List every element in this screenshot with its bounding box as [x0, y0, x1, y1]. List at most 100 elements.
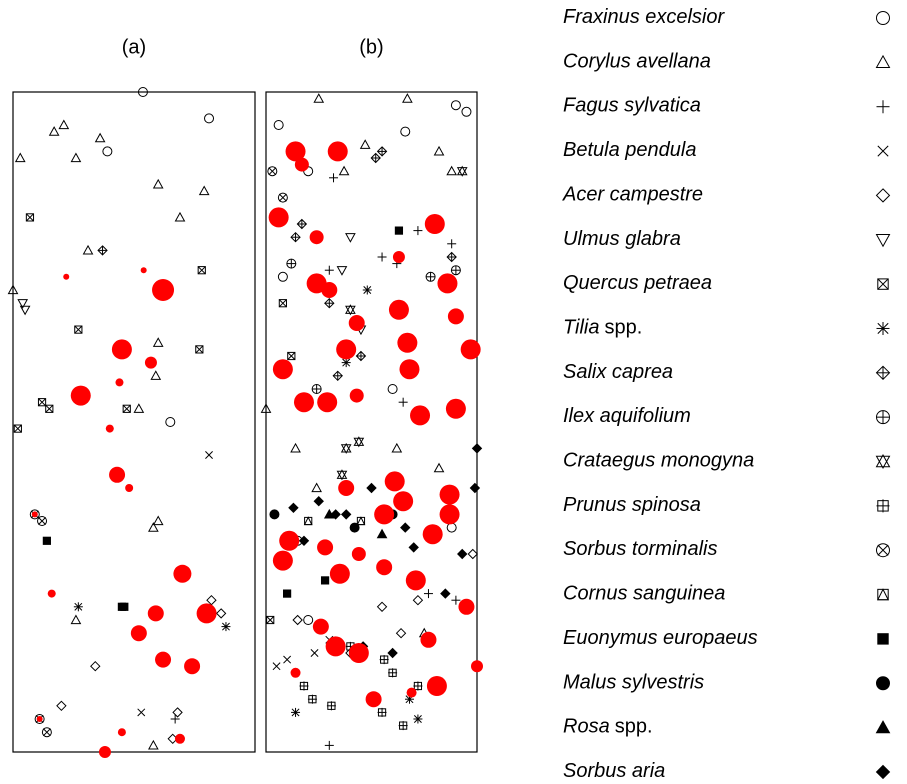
- tree-point: [137, 87, 148, 97]
- symbol-part: [353, 437, 365, 448]
- tree-point: [14, 152, 26, 163]
- tree-point: [377, 252, 387, 262]
- tree-point: [269, 509, 280, 520]
- tree-point: [204, 113, 215, 124]
- tree-point: [355, 350, 367, 362]
- symbol-part: [387, 384, 398, 394]
- tree-point: [413, 226, 423, 236]
- tree-point: [451, 595, 461, 605]
- symbol-part: [13, 424, 22, 433]
- symbol-part: [206, 594, 217, 606]
- symbol-part: [345, 233, 356, 243]
- tree-point: [349, 522, 360, 533]
- tree-point: [283, 589, 292, 598]
- red-point: [329, 563, 350, 584]
- symbol-part: [303, 516, 313, 526]
- symbol-part: [408, 542, 419, 553]
- tree-point: [7, 284, 19, 295]
- red-point: [184, 658, 201, 675]
- symbol-part: [74, 325, 83, 334]
- tree-point: [148, 739, 159, 750]
- tree-point: [296, 218, 308, 230]
- tree-point: [74, 325, 83, 334]
- symbol-part: [311, 482, 322, 493]
- symbol-part: [38, 517, 46, 525]
- symbol-part: [268, 167, 277, 176]
- tree-point: [152, 337, 164, 347]
- red-point: [272, 359, 293, 380]
- red-point: [117, 728, 126, 737]
- symbol-part: [74, 325, 83, 334]
- legend-name: Sorbus aria: [563, 760, 665, 782]
- red-point: [321, 282, 338, 298]
- red-point: [439, 484, 460, 505]
- symbol-part: [400, 522, 411, 533]
- red-point: [155, 651, 172, 668]
- tree-point: [133, 403, 145, 413]
- tree-point: [82, 244, 94, 255]
- symbol-part: [94, 132, 106, 143]
- legend-name: Ulmus glabra: [563, 228, 681, 250]
- symbol-part: [152, 178, 164, 189]
- tree-point: [400, 126, 411, 137]
- symbol-part: [38, 398, 46, 407]
- symbol-part: [13, 424, 22, 433]
- symbol-part: [137, 708, 146, 717]
- symbol-part: [25, 213, 35, 222]
- red-point: [406, 687, 417, 698]
- symbol-part: [137, 87, 148, 97]
- symbol-part: [877, 322, 889, 335]
- symbol-part: [877, 145, 889, 157]
- red-point: [140, 267, 147, 274]
- symbol-part: [345, 305, 356, 316]
- symbol-part: [222, 622, 230, 631]
- symbol-part: [875, 234, 891, 248]
- tree-point: [395, 627, 407, 639]
- symbol-part: [291, 708, 300, 717]
- symbol-part: [82, 244, 94, 255]
- symbol-part: [165, 417, 176, 427]
- tree-point: [433, 145, 445, 156]
- symbol-part: [29, 509, 40, 520]
- tree-point: [25, 213, 35, 222]
- tree-point: [287, 351, 296, 361]
- tree-point: [469, 482, 481, 494]
- tree-point: [446, 165, 458, 176]
- legend-symbol: [876, 543, 890, 558]
- tree-point: [56, 700, 67, 712]
- symbol-part: [366, 482, 377, 494]
- tree-point: [313, 93, 325, 103]
- legend-label: Quercus petraea: [563, 272, 712, 294]
- tree-point: [90, 660, 101, 672]
- symbol-part: [433, 145, 445, 156]
- red-point: [152, 279, 175, 301]
- symbol-part: [877, 633, 889, 645]
- tree-point: [326, 701, 336, 711]
- symbol-part: [25, 213, 34, 222]
- legend-label: Rosa spp.: [563, 716, 653, 738]
- red-point: [447, 308, 464, 325]
- symbol-part: [277, 271, 288, 282]
- symbol-part: [875, 453, 891, 468]
- red-point: [196, 603, 217, 624]
- symbol-part: [313, 495, 324, 507]
- red-point: [351, 547, 366, 561]
- red-point: [105, 424, 114, 433]
- tree-point: [394, 226, 404, 235]
- tree-point: [303, 516, 313, 526]
- tree-point: [391, 442, 403, 453]
- red-point: [125, 484, 134, 492]
- symbol-part: [391, 442, 403, 453]
- tree-point: [345, 304, 356, 316]
- symbol-part: [152, 515, 164, 526]
- legend-suffix: spp.: [615, 716, 653, 738]
- symbol-part: [48, 126, 60, 136]
- tree-point: [37, 398, 47, 407]
- tree-point: [362, 285, 372, 295]
- tree-point: [58, 119, 70, 130]
- symbol-part: [292, 614, 303, 626]
- tree-point: [456, 165, 468, 177]
- legend-label: Cornus sanguinea: [563, 583, 725, 605]
- tree-point: [341, 358, 351, 368]
